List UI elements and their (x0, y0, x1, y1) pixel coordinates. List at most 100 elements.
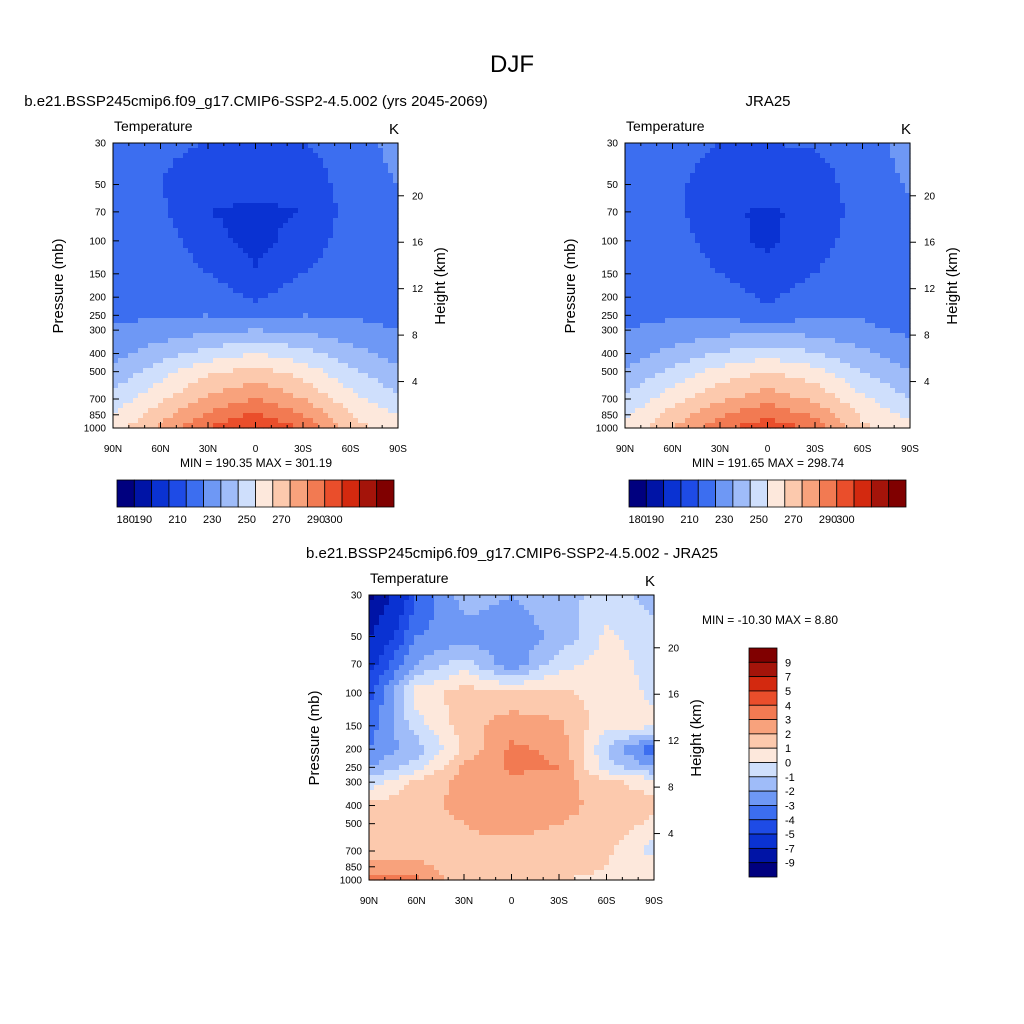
contour-cell (805, 243, 811, 249)
contour-cell (690, 273, 696, 279)
contour-cell (700, 173, 706, 179)
contour-cell (870, 233, 876, 239)
contour-cell (273, 208, 279, 214)
contour-cell (178, 373, 184, 379)
contour-cell (183, 408, 189, 414)
contour-cell (138, 233, 144, 239)
contour-cell (780, 153, 786, 159)
contour-cell (348, 408, 354, 414)
contour-cell (645, 198, 651, 204)
contour-cell (243, 193, 249, 199)
contour-cell (188, 368, 194, 374)
contour-cell (700, 278, 706, 284)
contour-cell (735, 273, 741, 279)
contour-cell (143, 388, 149, 394)
colorbar-swatch (376, 479, 395, 508)
contour-cell (765, 203, 771, 209)
contour-cell (725, 248, 731, 254)
contour-cell (253, 308, 259, 314)
contour-cell (328, 298, 334, 304)
contour-cell (343, 368, 349, 374)
contour-cell (318, 373, 324, 379)
contour-cell (745, 213, 751, 219)
contour-cell (143, 348, 149, 354)
contour-cell (730, 188, 736, 194)
contour-cell (143, 308, 149, 314)
contour-cell (298, 323, 304, 329)
contour-cell (273, 383, 279, 389)
contour-cell (368, 268, 374, 274)
contour-cell (213, 258, 219, 264)
contour-cell (223, 143, 229, 149)
contour-cell (815, 268, 821, 274)
contour-cell (388, 288, 394, 294)
contour-cell (283, 248, 289, 254)
contour-cell (665, 233, 671, 239)
contour-cell (213, 373, 219, 379)
contour-cell (368, 358, 374, 364)
contour-cell (218, 273, 224, 279)
contour-cell (153, 298, 159, 304)
contour-cell (243, 283, 249, 289)
contour-cell (193, 378, 199, 384)
contour-cell (333, 173, 339, 179)
contour-cell (695, 268, 701, 274)
contour-cell (283, 173, 289, 179)
contour-cell (253, 253, 259, 259)
contour-cell (890, 243, 896, 249)
contour-cell (625, 278, 631, 284)
contour-cell (173, 328, 179, 334)
contour-cell (378, 398, 384, 404)
contour-cell (253, 238, 259, 244)
contour-cell (228, 238, 234, 244)
contour-cell (845, 263, 851, 269)
contour-cell (143, 248, 149, 254)
contour-cell (303, 188, 309, 194)
contour-cell (830, 168, 836, 174)
contour-cell (368, 223, 374, 229)
contour-cell (363, 388, 369, 394)
contour-cell (805, 203, 811, 209)
contour-cell (303, 153, 309, 159)
contour-cell (188, 358, 194, 364)
contour-cell (625, 258, 631, 264)
contour-cell (745, 243, 751, 249)
contour-cell (273, 308, 279, 314)
contour-cell (183, 243, 189, 249)
contour-cell (388, 393, 394, 399)
contour-cell (218, 308, 224, 314)
contour-cell (640, 263, 646, 269)
contour-cell (740, 178, 746, 184)
contour-cell (735, 238, 741, 244)
contour-cell (293, 278, 299, 284)
contour-cell (725, 243, 731, 249)
contour-cell (208, 268, 214, 274)
contour-cell (333, 353, 339, 359)
contour-cell (373, 253, 379, 259)
contour-cell (358, 223, 364, 229)
contour-cell (895, 218, 901, 224)
contour-cell (710, 173, 716, 179)
contour-cell (133, 338, 139, 344)
contour-cell (208, 393, 214, 399)
contour-cell (278, 398, 284, 404)
contour-cell (695, 213, 701, 219)
contour-cell (163, 383, 169, 389)
contour-cell (158, 148, 164, 154)
contour-cell (243, 358, 249, 364)
contour-cell (880, 258, 886, 264)
contour-cell (323, 253, 329, 259)
contour-cell (328, 413, 334, 419)
contour-cell (218, 393, 224, 399)
contour-cell (378, 268, 384, 274)
contour-cell (203, 183, 209, 189)
contour-cell (238, 293, 244, 299)
contour-cell (640, 153, 646, 159)
contour-cell (318, 248, 324, 254)
contour-cell (193, 318, 199, 324)
contour-cell (173, 338, 179, 344)
contour-cell (148, 368, 154, 374)
contour-cell (288, 148, 294, 154)
contour-cell (318, 163, 324, 169)
